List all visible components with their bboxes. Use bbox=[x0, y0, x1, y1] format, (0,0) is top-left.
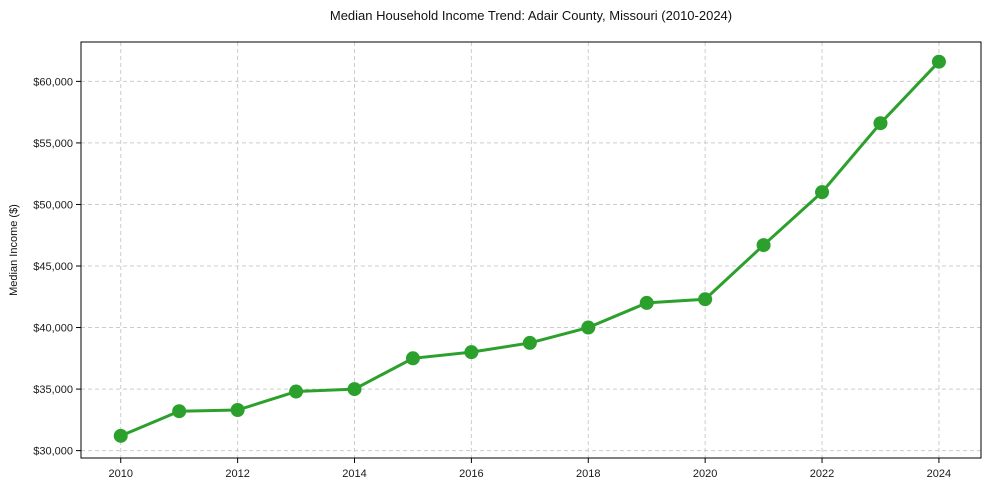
data-point-2016 bbox=[464, 345, 479, 360]
y-tick-label: $40,000 bbox=[33, 323, 73, 335]
data-point-2023 bbox=[873, 116, 888, 131]
x-tick-label: 2020 bbox=[693, 468, 717, 480]
y-tick-label: $55,000 bbox=[33, 138, 73, 150]
x-tick-label: 2022 bbox=[810, 468, 834, 480]
x-tick-label: 2016 bbox=[459, 468, 483, 480]
trend-line bbox=[119, 60, 941, 438]
data-point-2012 bbox=[230, 403, 245, 417]
y-tick-label: $45,000 bbox=[33, 261, 73, 273]
y-tick-label: $60,000 bbox=[33, 76, 73, 88]
x-tick-label: 2024 bbox=[927, 468, 951, 480]
data-point-2015 bbox=[405, 351, 420, 366]
data-point-2011 bbox=[172, 404, 187, 419]
data-point-2013 bbox=[289, 384, 304, 399]
data-point-2014 bbox=[347, 382, 362, 397]
data-point-2021 bbox=[756, 238, 771, 253]
data-point-2010 bbox=[113, 428, 128, 443]
x-tick-label: 2012 bbox=[225, 468, 249, 480]
y-tick-label: $50,000 bbox=[33, 199, 73, 211]
data-point-2024 bbox=[931, 54, 946, 69]
data-point-2018 bbox=[581, 320, 596, 335]
data-point-2019 bbox=[639, 295, 654, 310]
data-point-2022 bbox=[815, 185, 830, 200]
data-point-2020 bbox=[698, 292, 713, 307]
x-tick-label: 2014 bbox=[342, 468, 366, 480]
x-tick-label: 2010 bbox=[108, 468, 132, 480]
chart-title: Median Household Income Trend: Adair Cou… bbox=[329, 8, 733, 23]
y-tick-label: $30,000 bbox=[33, 446, 73, 458]
y-tick-label: $35,000 bbox=[33, 384, 73, 396]
x-tick-label: 2018 bbox=[576, 468, 600, 480]
plot-border bbox=[80, 41, 982, 459]
data-point-2017 bbox=[522, 335, 537, 350]
